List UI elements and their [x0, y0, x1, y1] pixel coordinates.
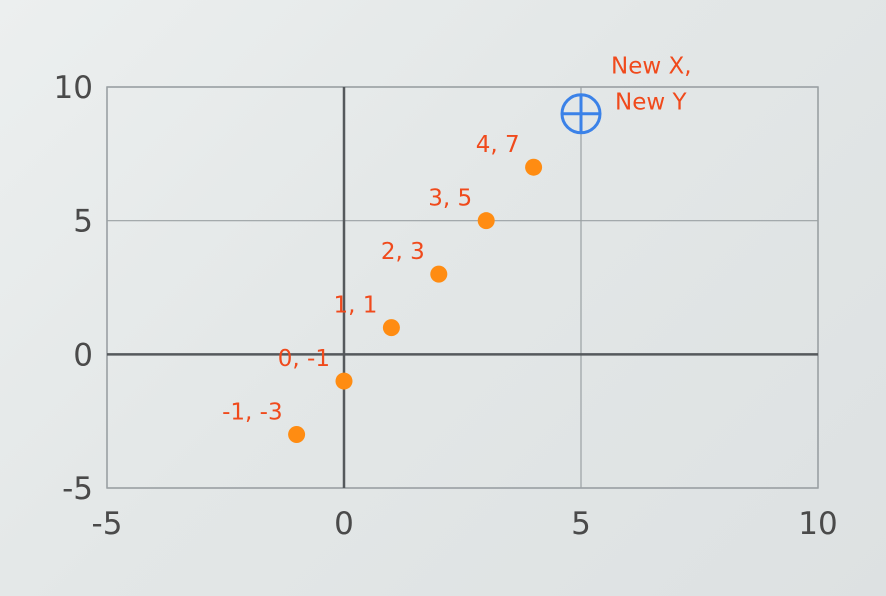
data-point: [382, 319, 400, 337]
data-point: [288, 426, 306, 444]
x-tick-label: 5: [571, 506, 591, 542]
new-point-label-line1: New X,: [611, 54, 692, 80]
data-point: [335, 372, 353, 390]
data-point-label: 2, 3: [381, 239, 425, 265]
data-points: -1, -3 0, -1 1, 1 2, 3 3, 5 4, 7: [222, 132, 543, 444]
y-tick-label: 0: [73, 337, 93, 373]
new-point-group: New X, New Y: [560, 54, 692, 135]
data-point-label: 0, -1: [278, 346, 330, 372]
data-point: [477, 212, 495, 230]
x-tick-label: 10: [798, 506, 837, 542]
x-tick-label: 0: [334, 506, 354, 542]
tick-labels: -5 0 5 10 10 5 0 -5: [54, 70, 838, 542]
data-point-label: -1, -3: [222, 400, 283, 426]
y-tick-label: 5: [73, 204, 93, 240]
y-tick-label: -5: [62, 471, 93, 507]
y-tick-label: 10: [54, 70, 93, 106]
grid-layer: [106, 86, 819, 489]
data-point-label: 3, 5: [428, 186, 472, 212]
data-point: [430, 265, 448, 283]
new-point-label-line2: New Y: [615, 90, 687, 116]
axis-layer: [107, 87, 818, 488]
x-tick-label: -5: [92, 506, 123, 542]
data-point-label: 4, 7: [476, 132, 520, 158]
data-point-label: 1, 1: [334, 293, 378, 319]
data-point: [525, 158, 543, 176]
plot-frame: [106, 86, 819, 489]
